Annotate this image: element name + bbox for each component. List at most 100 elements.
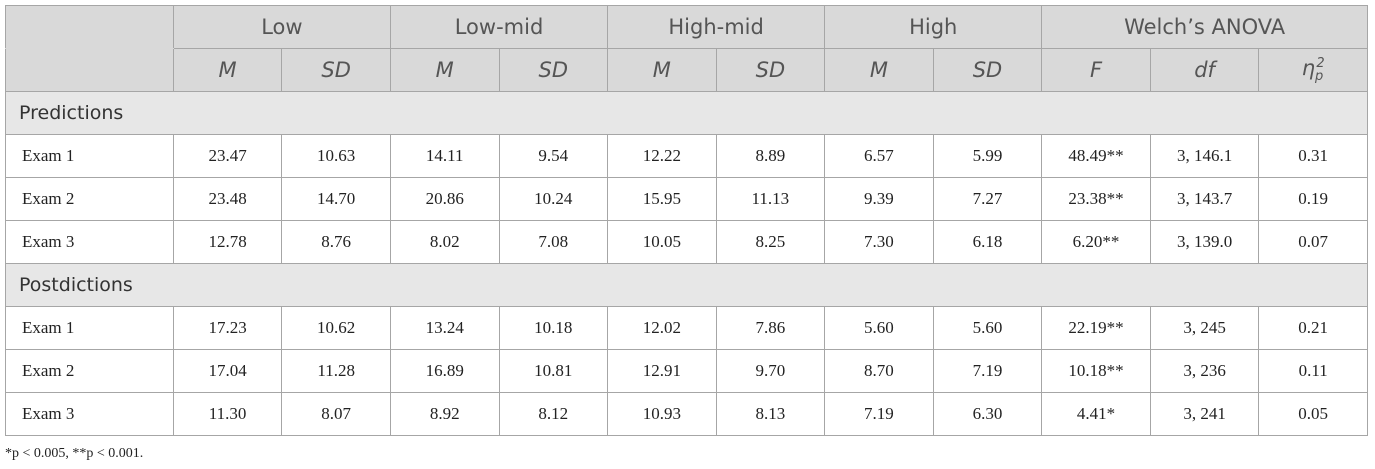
cell: 8.13 — [715, 392, 826, 436]
cell: 10.24 — [498, 177, 609, 221]
cell: 3, 236 — [1149, 349, 1260, 393]
data-row: Exam 1 17.23 10.62 13.24 10.18 12.02 7.86 5.60 5… — [5, 306, 1368, 350]
cell: 9.70 — [715, 349, 826, 393]
group-header: Low-mid — [389, 5, 609, 49]
data-table: Low Low-mid High-mid High Welch’s ANOVA M SD M S… — [5, 5, 1368, 436]
row-label: Exam 2 — [5, 349, 174, 393]
subheader: SD — [932, 48, 1043, 92]
cell: 12.91 — [607, 349, 717, 393]
cell: 0.07 — [1258, 220, 1368, 264]
table-head: Low Low-mid High-mid High Welch’s ANOVA M SD M S… — [5, 5, 1368, 92]
subheader: M — [389, 48, 500, 92]
row-label: Exam 2 — [5, 177, 174, 221]
subheader: SD — [715, 48, 826, 92]
group-header: Low — [172, 5, 391, 49]
data-row: Exam 2 17.04 11.28 16.89 10.81 12.91 9.70 8.70 7… — [5, 349, 1368, 393]
cell: 11.28 — [281, 349, 391, 393]
cell: 6.18 — [932, 220, 1043, 264]
table-body: Predictions Exam 1 23.47 10.63 14.11 9.54 12.2… — [5, 91, 1368, 436]
cell: 8.25 — [715, 220, 826, 264]
cell: 8.02 — [389, 220, 500, 264]
group-header: Welch’s ANOVA — [1041, 5, 1368, 49]
footnote: *p < 0.005, **p < 0.001. — [5, 446, 144, 461]
subheader: SD — [281, 48, 391, 92]
row-label: Exam 3 — [5, 220, 174, 264]
cell: 7.27 — [932, 177, 1043, 221]
cell: 8.07 — [281, 392, 391, 436]
cell: 10.18 — [498, 306, 609, 350]
header-row: Low Low-mid High-mid High Welch’s ANOVA — [5, 5, 1368, 49]
cell: 12.78 — [172, 220, 283, 264]
cell: 20.86 — [389, 177, 500, 221]
cell: 9.39 — [824, 177, 934, 221]
corner-cell — [5, 5, 174, 49]
cell: 8.89 — [715, 134, 826, 178]
cell: 23.47 — [172, 134, 283, 178]
row-label: Exam 1 — [5, 306, 174, 350]
group-header: High-mid — [607, 5, 826, 49]
subheader: SD — [498, 48, 609, 92]
cell: 8.92 — [389, 392, 500, 436]
cell: 3, 146.1 — [1149, 134, 1260, 178]
cell: 7.19 — [932, 349, 1043, 393]
cell: 0.11 — [1258, 349, 1368, 393]
group-header: High — [824, 5, 1043, 49]
cell: 10.81 — [498, 349, 609, 393]
cell: 7.86 — [715, 306, 826, 350]
data-row: Exam 3 11.30 8.07 8.92 8.12 10.93 8.13 7.19 6.30… — [5, 392, 1368, 436]
cell: 12.22 — [607, 134, 717, 178]
subheader: M — [607, 48, 717, 92]
cell: 8.70 — [824, 349, 934, 393]
data-row: Exam 1 23.47 10.63 14.11 9.54 12.22 8.89 6.57 5.… — [5, 134, 1368, 178]
subheader: ηp2 — [1258, 48, 1368, 92]
cell: 10.05 — [607, 220, 717, 264]
section-title: Predictions — [5, 91, 1368, 135]
data-row: Exam 2 23.48 14.70 20.86 10.24 15.95 11.13 9.39… — [5, 177, 1368, 221]
cell: 23.48 — [172, 177, 283, 221]
section-title: Postdictions — [5, 263, 1368, 307]
cell: 10.18** — [1041, 349, 1151, 393]
cell: 5.60 — [824, 306, 934, 350]
cell: 14.11 — [389, 134, 500, 178]
cell: 6.20** — [1041, 220, 1151, 264]
cell: 10.62 — [281, 306, 391, 350]
cell: 22.19** — [1041, 306, 1151, 350]
cell: 0.21 — [1258, 306, 1368, 350]
cell: 6.57 — [824, 134, 934, 178]
symbol: η — [1301, 55, 1316, 80]
subheader: F — [1041, 48, 1151, 92]
subscript: p — [1315, 69, 1324, 85]
superscript: 2 — [1316, 55, 1325, 71]
cell: 9.54 — [498, 134, 609, 178]
corner-cell — [5, 48, 174, 92]
row-label: Exam 1 — [5, 134, 174, 178]
cell: 5.60 — [932, 306, 1043, 350]
section-row: Postdictions — [5, 263, 1368, 307]
cell: 3, 241 — [1149, 392, 1260, 436]
cell: 17.23 — [172, 306, 283, 350]
cell: 0.31 — [1258, 134, 1368, 178]
cell: 3, 139.0 — [1149, 220, 1260, 264]
cell: 4.41* — [1041, 392, 1151, 436]
cell: 10.93 — [607, 392, 717, 436]
cell: 3, 143.7 — [1149, 177, 1260, 221]
cell: 11.30 — [172, 392, 283, 436]
subheader: M — [824, 48, 934, 92]
cell: 0.19 — [1258, 177, 1368, 221]
cell: 8.76 — [281, 220, 391, 264]
cell: 16.89 — [389, 349, 500, 393]
cell: 7.08 — [498, 220, 609, 264]
cell: 12.02 — [607, 306, 717, 350]
cell: 14.70 — [281, 177, 391, 221]
cell: 3, 245 — [1149, 306, 1260, 350]
cell: 11.13 — [715, 177, 826, 221]
cell: 48.49** — [1041, 134, 1151, 178]
cell: 17.04 — [172, 349, 283, 393]
section-row: Predictions — [5, 91, 1368, 135]
cell: 5.99 — [932, 134, 1043, 178]
cell: 8.12 — [498, 392, 609, 436]
cell: 7.30 — [824, 220, 934, 264]
row-label: Exam 3 — [5, 392, 174, 436]
